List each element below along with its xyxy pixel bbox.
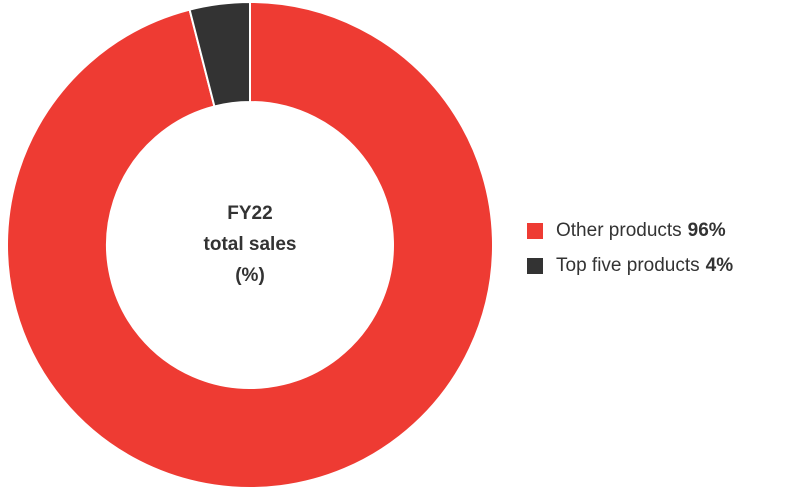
- slice: [6, 0, 494, 489]
- center-label-line: FY22: [227, 203, 272, 224]
- donut: [6, 0, 494, 489]
- legend-value: 96%: [688, 220, 726, 241]
- legend: Other products 96% Top five products 4%: [527, 220, 733, 276]
- legend-value: 4%: [706, 255, 734, 276]
- legend-name: Top five products: [556, 255, 700, 276]
- legend-name: Other products: [556, 220, 682, 241]
- center-label-line: (%): [235, 265, 265, 286]
- legend-entry: Other products 96%: [556, 220, 726, 241]
- slice: [188, 0, 251, 108]
- center-label-line: total sales: [204, 234, 297, 255]
- legend-swatch: [527, 258, 543, 274]
- legend-entry: Top five products 4%: [556, 255, 733, 276]
- legend-swatch: [527, 223, 543, 239]
- center-label: FY22 total sales (%): [204, 203, 297, 286]
